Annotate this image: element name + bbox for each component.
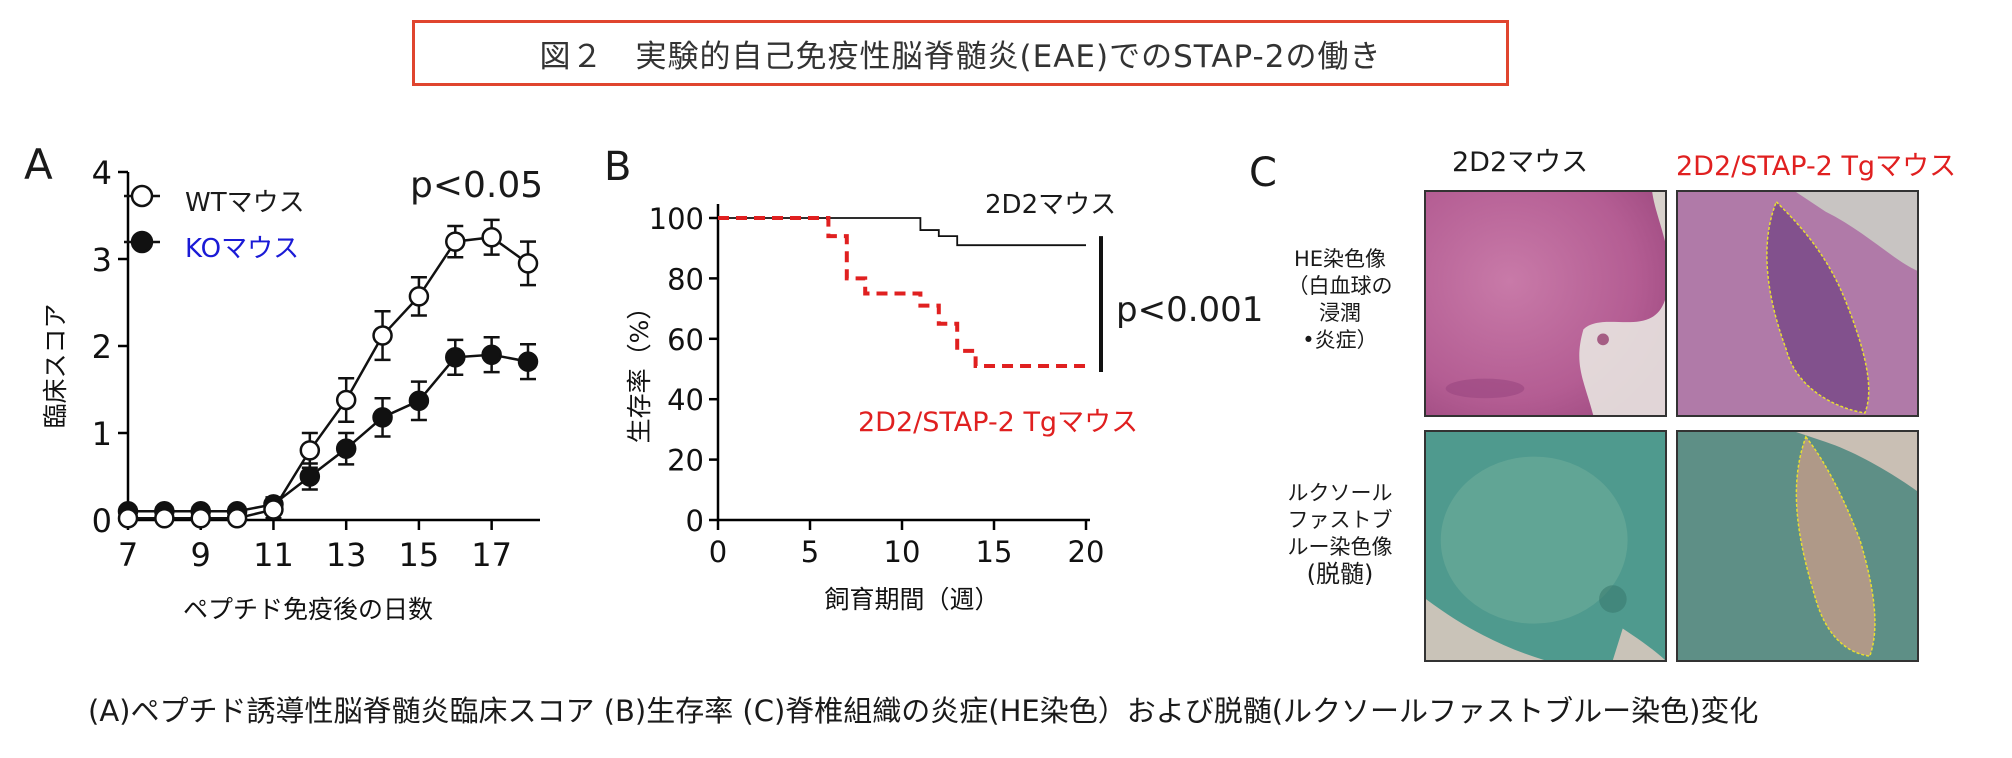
figure-caption: (A)ペプチド誘導性脳脊髄炎臨床スコア (B)生存率 (C)脊椎組織の炎症(HE…: [88, 694, 1759, 728]
y-tick-label: 1: [92, 415, 112, 453]
row-label-lfb-line: ルー染色像: [1287, 535, 1393, 559]
panel-b-pvalue: p<0.001: [1116, 290, 1264, 330]
panel-a-letter: A: [24, 140, 53, 189]
y-tick-label: 20: [667, 444, 704, 478]
row-label-he-line: HE染色像: [1293, 247, 1387, 271]
wt-data-point: [372, 325, 393, 346]
wt-data-point: [226, 508, 248, 529]
wt-data-point: [190, 508, 211, 529]
ko-data-point: [517, 351, 539, 372]
wt-data-point: [481, 227, 502, 248]
wt-data-point: [154, 508, 175, 529]
ko-data-point: [481, 344, 502, 365]
x-tick-label: 15: [976, 535, 1013, 569]
y-tick-label: 100: [649, 202, 704, 236]
x-tick-label: 20: [1068, 535, 1105, 569]
y-tick-label: 2: [92, 328, 112, 366]
y-tick-label: 0: [92, 502, 112, 540]
row-label-lfb-line: ルクソール: [1287, 481, 1393, 505]
wt-data-point: [517, 253, 539, 274]
legend-marker: [130, 184, 154, 208]
legend-marker: [130, 230, 154, 254]
row-label-he: HE染色像 （白血球の 浸潤 •炎症）: [1260, 246, 1420, 354]
row-label-lfb-line: (脱髄): [1306, 560, 1374, 588]
2d2-survival-curve: [718, 217, 1086, 247]
y-tick-label: 3: [92, 241, 112, 279]
x-tick-label: 9: [191, 536, 211, 574]
x-tick-label: 17: [471, 536, 512, 574]
y-tick-label: 40: [667, 383, 704, 417]
ko-data-point: [335, 438, 357, 459]
wt-data-point: [117, 508, 139, 529]
tg-survival-curve: [718, 216, 1086, 368]
row-label-he-line: 浸潤: [1319, 301, 1361, 325]
row-label-he-line: •炎症）: [1302, 328, 1378, 352]
label-tg: 2D2/STAP-2 Tgマウス: [858, 407, 1139, 438]
panel-c-letter: C: [1249, 150, 1277, 196]
wt-data-point: [445, 231, 466, 252]
y-tick-label: 60: [667, 323, 704, 357]
legend-ko-label: KOマウス: [185, 234, 300, 264]
x-tick-label: 15: [399, 536, 440, 574]
column-label-2d2: 2D2マウス: [1452, 147, 1589, 178]
wt-data-point: [408, 286, 430, 307]
column-label-tg: 2D2/STAP-2 Tgマウス: [1676, 151, 1957, 182]
label-2d2: 2D2マウス: [985, 190, 1117, 220]
panel-b-letter: B: [604, 144, 632, 190]
wt-data-point: [335, 389, 357, 411]
ko-data-point: [408, 390, 430, 412]
lfb-stain-tg-image: [1676, 430, 1919, 662]
he-stain-tg-image: [1676, 190, 1919, 417]
x-tick-label: 13: [326, 536, 367, 574]
row-label-lfb-line: ファストブ: [1287, 508, 1393, 532]
x-tick-label: 0: [709, 535, 727, 569]
y-tick-label: 0: [686, 504, 704, 538]
y-tick-label: 80: [667, 262, 704, 296]
he-stain-2d2-image: [1424, 190, 1667, 417]
y-axis-label: 生存率（%）: [625, 295, 654, 444]
x-tick-label: 11: [253, 536, 294, 574]
ko-data-point: [372, 407, 393, 428]
x-tick-label: 10: [884, 535, 921, 569]
x-axis-label: 飼育期間（週）: [824, 585, 999, 614]
x-axis-label: ペプチド免疫後の日数: [183, 595, 433, 624]
legend-wt-label: WTマウス: [185, 188, 305, 218]
y-axis-label: 臨床スコア: [41, 303, 70, 428]
y-tick-label: 4: [92, 154, 112, 192]
panel-a-pvalue: p<0.05: [410, 165, 544, 206]
wt-data-point: [299, 440, 321, 461]
wt-data-point: [263, 499, 284, 520]
row-label-lfb: ルクソール ファストブ ルー染色像 (脱髄): [1260, 480, 1420, 588]
row-label-he-line: （白血球の: [1287, 274, 1393, 298]
ko-data-point: [445, 347, 466, 368]
x-tick-label: 5: [801, 535, 819, 569]
x-tick-label: 7: [118, 536, 138, 574]
figure-title: 図２ 実験的自己免疫性脳脊髄炎(EAE)でのSTAP-2の働き: [412, 20, 1509, 86]
lfb-stain-2d2-image: [1424, 430, 1667, 662]
